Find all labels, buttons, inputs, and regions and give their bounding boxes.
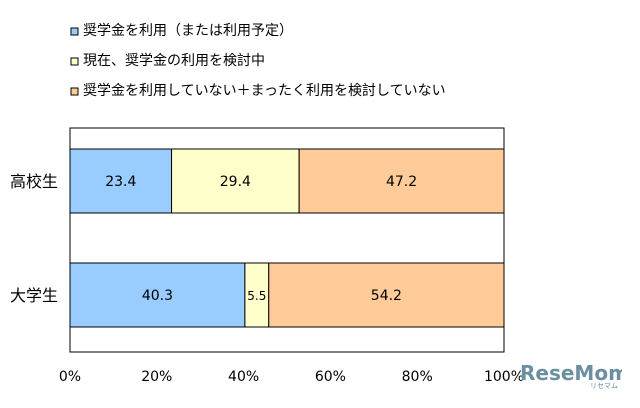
bar-segment <box>69 262 246 328</box>
plot-area-frame <box>69 127 505 353</box>
data-label: 40.3 <box>142 288 173 304</box>
data-label: 29.4 <box>220 174 251 190</box>
data-label: 5.5 <box>247 289 266 303</box>
x-tick-label: 20% <box>141 369 172 385</box>
resemom-logo: ReseMom リセマム <box>520 360 629 390</box>
category-label: 高校生 <box>10 172 58 191</box>
bar-segment <box>298 148 505 214</box>
legend-label: 現在、奨学金の利用を検討中 <box>83 53 265 69</box>
x-tick-label: 80% <box>402 369 433 385</box>
bar-segment <box>268 262 505 328</box>
logo-subtext: リセマム <box>590 382 618 390</box>
x-tick-label: 0% <box>59 369 81 385</box>
bar-segment <box>69 148 173 214</box>
bar-segment <box>171 148 300 214</box>
x-tick-label: 60% <box>315 369 346 385</box>
legend-label: 奨学金を利用（または利用予定） <box>83 23 293 39</box>
legend-swatch <box>70 57 79 66</box>
logo-text: ReseMom <box>520 361 622 385</box>
legend-label: 奨学金を利用していない＋まったく利用を検討していない <box>83 83 446 99</box>
category-label: 大学生 <box>10 286 58 305</box>
data-label: 47.2 <box>386 174 417 190</box>
legend-swatch <box>70 27 79 36</box>
x-tick-label: 40% <box>228 369 259 385</box>
legend-swatch <box>70 87 79 96</box>
data-label: 23.4 <box>105 174 136 190</box>
data-label: 54.2 <box>371 288 402 304</box>
x-tick-label: 100% <box>484 369 524 385</box>
